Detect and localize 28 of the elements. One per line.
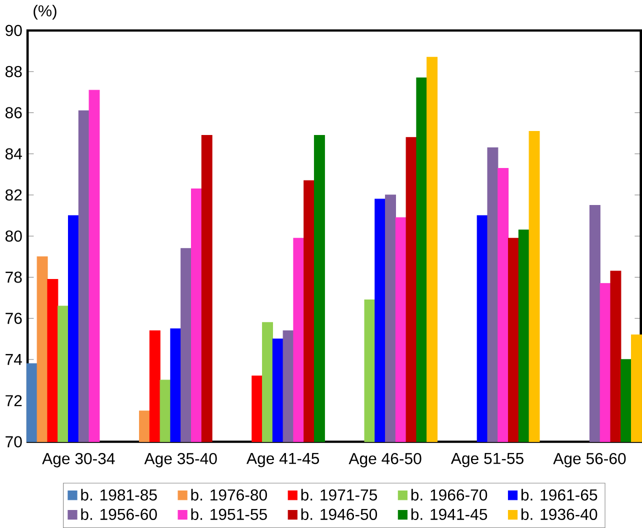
y-tick-label: 84 xyxy=(5,148,22,160)
legend-label: b. 1946-50 xyxy=(301,508,378,520)
x-tick-label: Age 46-50 xyxy=(348,452,422,468)
y-tick-label: 90 xyxy=(6,24,22,36)
y-tick-label: 76 xyxy=(6,312,22,324)
y-tick-label: 86 xyxy=(5,107,22,118)
x-tick-label: Age 30-34 xyxy=(42,452,115,468)
y-tick-label: 78 xyxy=(6,272,22,283)
y-tick-label: 82 xyxy=(5,189,22,201)
y-tick-label: 70 xyxy=(6,436,22,448)
legend-label: b. 1951-55 xyxy=(191,508,267,520)
legend-label: b. 1981-85 xyxy=(81,488,157,501)
legend-label: b. 1941-45 xyxy=(411,508,488,520)
x-tick-label: Age 56-60 xyxy=(553,452,626,468)
x-tick-label: Age 41-45 xyxy=(246,452,320,468)
y-axis-title: (%) xyxy=(34,4,56,20)
legend-label: b. 1961-65 xyxy=(521,488,598,501)
y-tick-label: 88 xyxy=(5,66,22,78)
legend-label: b. 1936-40 xyxy=(521,508,598,520)
y-tick-label: 74 xyxy=(6,354,22,365)
legend-label: b. 1966-70 xyxy=(411,488,488,501)
x-tick-label: Age 51-55 xyxy=(450,452,524,468)
y-tick-label: 72 xyxy=(6,395,22,406)
legend-label: b. 1976-80 xyxy=(191,488,267,501)
legend-label: b. 1971-75 xyxy=(301,488,377,501)
y-tick-label: 80 xyxy=(5,230,22,242)
legend-label: b. 1956-60 xyxy=(81,508,157,520)
x-tick-label: Age 35-40 xyxy=(144,452,217,468)
